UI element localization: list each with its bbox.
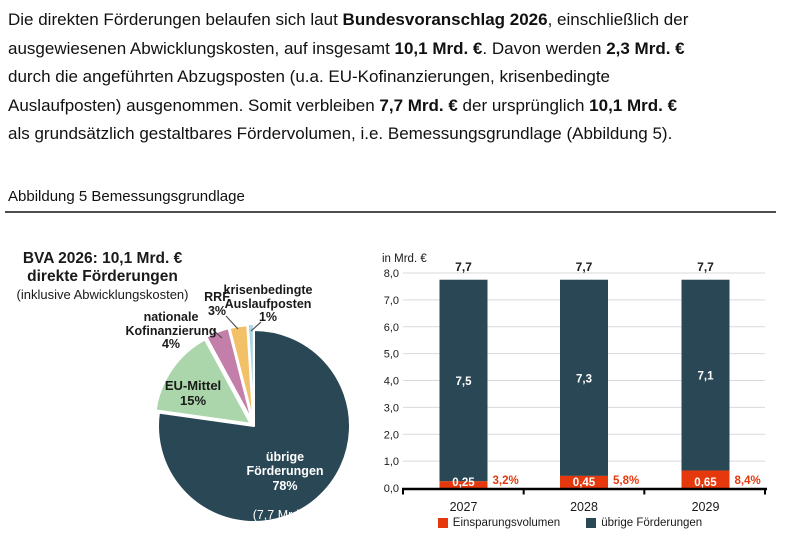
y-tick-label: 4,0 [384, 376, 399, 388]
pie-title-line-2: direkte Förderungen [27, 268, 178, 285]
figure-divider [5, 211, 776, 213]
pie-slice-nationale-kofinanzierung [205, 327, 254, 423]
pie-leader-line [212, 329, 223, 339]
bar-chart-legend: Einsparungsvolumen übrige Förderungen [380, 513, 760, 533]
paragraph-line: durch die angeführten Abzugsposten (u.a.… [8, 67, 611, 86]
y-tick-label: 3,0 [384, 402, 399, 414]
bar-chart-svg: in Mrd. € 0,0 1,0 2,0 3,0 4,0 5,0 6,0 7,0 8,0 7,5 0… [382, 253, 767, 514]
bar-total-label: 7,7 [455, 260, 472, 274]
pie-title-line-1: BVA 2026: 10,1 Mrd. € [22, 250, 183, 267]
pie-chart-title: BVA 2026: 10,1 Mrd. € direkte Förderunge… [0, 250, 205, 303]
x-category-label: 2029 [692, 500, 720, 514]
pie-label-uebrige-note: (7,7 Mrd. €) [252, 507, 318, 522]
bar-value-label-einsparung: 0,25 [452, 477, 475, 489]
pie-chart-panel: BVA 2026: 10,1 Mrd. € direkte Förderunge… [0, 230, 380, 537]
pie-label-krisenbedingte-auslaufposten: krisenbedingte Auslaufposten 1% [223, 283, 313, 324]
y-tick-label: 8,0 [384, 268, 399, 280]
bar-chart-panel: in Mrd. € 0,0 1,0 2,0 3,0 4,0 5,0 6,0 7,0 8,0 7,5 0… [380, 230, 800, 537]
intro-paragraph: Die direkten Förderungen belaufen sich l… [8, 6, 792, 149]
bar-pct-label: 8,4% [735, 475, 761, 487]
pie-title-line-3: (inklusive Abwicklungskosten) [16, 287, 189, 302]
paragraph-line: als grundsätzlich gestaltbares Fördervol… [8, 124, 673, 143]
y-tick-label: 2,0 [384, 429, 399, 441]
pie-slice-krisenbedingte-auslaufposten [246, 323, 255, 422]
paragraph-line: ausgewiesenen Abwicklungskosten, auf ins… [8, 38, 685, 58]
legend-label: Einsparungsvolumen [452, 517, 561, 529]
bar-segment-einsparung-2028 [560, 475, 608, 488]
y-tick-label: 6,0 [384, 322, 399, 334]
bar-value-label-einsparung: 0,65 [694, 477, 717, 489]
bar-segment-uebrige-2028 [560, 279, 608, 476]
legend-item-übrige-förderungen: übrige Förderungen [586, 517, 702, 529]
pie-slice-übrige-förderungen [157, 329, 351, 523]
pie-label-nationale-kofinanzierung: nationale Kofinanzierung 4% [125, 310, 217, 351]
bar-segment-uebrige-2027 [439, 279, 488, 482]
x-category-label: 2028 [570, 500, 598, 514]
bar-total-label: 7,7 [576, 260, 593, 274]
bar-value-label-uebrige: 7,3 [576, 373, 592, 385]
legend-swatch [437, 518, 448, 528]
pie-label-uebrige-main: übrige Förderungen 78% [246, 449, 324, 493]
y-tick-label: 5,0 [384, 349, 399, 361]
pie-leader-line [225, 315, 239, 330]
legend-swatch [586, 518, 597, 528]
bar-pct-label: 3,2% [493, 475, 519, 487]
y-tick-label: 7,0 [384, 295, 399, 307]
y-tick-label: 0,0 [384, 483, 399, 495]
y-tick-label: 1,0 [384, 456, 399, 468]
pie-leader-line [250, 321, 262, 332]
figure-caption: Abbildung 5 Bemessungsgrundlage [8, 188, 245, 205]
bar-total-label: 7,7 [697, 260, 714, 274]
y-axis-unit-label: in Mrd. € [382, 253, 427, 265]
pie-slice-eu-mittel [154, 338, 252, 425]
bar-value-label-uebrige: 7,5 [456, 376, 473, 388]
pie-chart-svg [154, 315, 351, 523]
x-category-label: 2027 [450, 500, 478, 514]
bar-pct-label: 5,8% [613, 475, 639, 487]
paragraph-line: Die direkten Förderungen belaufen sich l… [8, 10, 689, 29]
bar-value-label-uebrige: 7,1 [698, 371, 715, 383]
paragraph-line: Auslaufposten) ausgenommen. Somit verble… [8, 95, 678, 115]
pie-label-rrf: RRF 3% [204, 290, 230, 318]
pie-label-uebrige-foerderungen: übrige Förderungen 78% (7,7 Mrd. €) [225, 435, 345, 537]
pie-label-eu-mittel: EU-Mittel 15% [164, 378, 222, 408]
bar-value-label-einsparung: 0,45 [573, 477, 596, 489]
bar-segment-einsparung-2027 [439, 481, 488, 488]
bar-segment-uebrige-2029 [681, 279, 730, 471]
bar-segment-einsparung-2029 [681, 470, 730, 488]
legend-label: übrige Förderungen [601, 517, 703, 529]
legend-item-einsparungsvolumen: Einsparungsvolumen [437, 517, 561, 529]
